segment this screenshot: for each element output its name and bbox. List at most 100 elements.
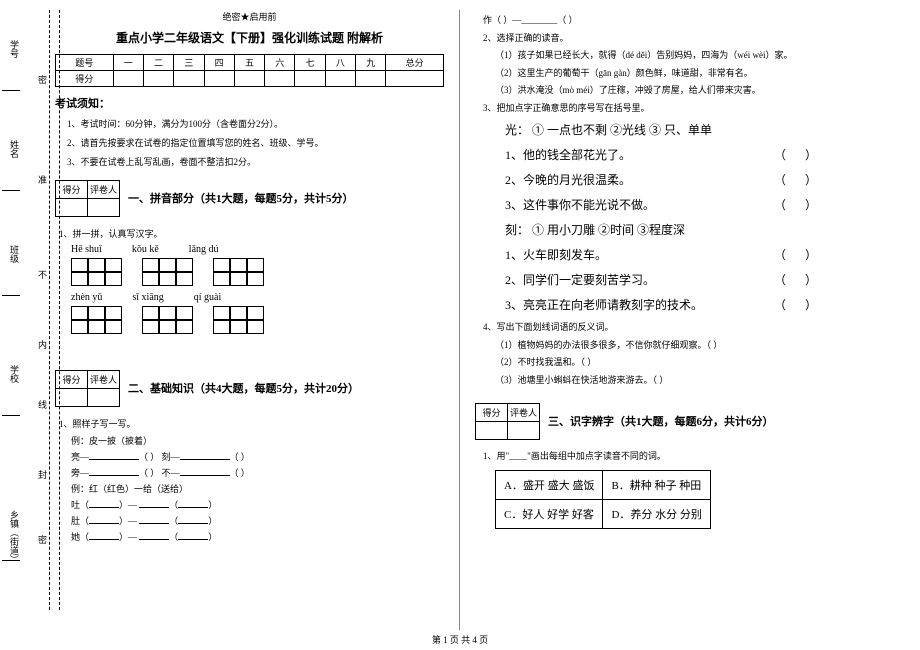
mini-head-score: 得分 xyxy=(476,404,508,422)
char-question: 2、今晚的月光很温柔。（ ） xyxy=(505,171,865,188)
score-header: 六 xyxy=(265,55,295,71)
page-footer: 第 1 页 共 4 页 xyxy=(0,633,920,646)
pinyin-item: lǎng dú xyxy=(189,244,219,255)
pinyin-item: kǒu kě xyxy=(132,244,159,255)
char-question: 1、他的钱全部花光了。（ ） xyxy=(505,146,865,163)
example-line: 吐（）— （） xyxy=(71,498,444,511)
example-line: 肚（）— （） xyxy=(71,514,444,527)
section-1-title: 一、拼音部分（共1大题，每题5分，共计5分） xyxy=(128,190,354,206)
char-grid xyxy=(71,306,122,334)
score-box-2: 得分评卷人 xyxy=(55,370,120,407)
score-box-1: 得分评卷人 xyxy=(55,180,120,217)
right-column: 作（ ）—________（ ） 2、选择正确的读音。 （1）孩子如果已经长大，… xyxy=(460,10,880,630)
margin-inner-label: 密 xyxy=(36,75,49,84)
q4-item: （1）植物妈妈的办法很多很多，不信你就仔细观察。（ ） xyxy=(495,339,865,353)
page-content: 绝密★启用前 重点小学二年级语文【下册】强化训练试题 附解析 题号一二三四五六七… xyxy=(0,0,920,630)
pinyin-item: sī xiāng xyxy=(132,292,163,303)
score-cell xyxy=(174,71,204,87)
char-grid xyxy=(142,306,193,334)
word-cell: D．养分 水分 分别 xyxy=(603,499,710,528)
q3-1: 1、用"____"画出每组中加点字读音不同的词。 xyxy=(483,450,865,464)
margin-inner-label: 封 xyxy=(36,470,49,479)
mini-head-score: 得分 xyxy=(56,181,88,199)
score-cell xyxy=(295,71,325,87)
q2-item: （1）孩子如果已经长大，就得（dé děi）告别妈妈，四海为（wéi wèi）家… xyxy=(495,49,865,63)
ke-heading: 刻： ① 用小刀雕 ②时间 ③程度深 xyxy=(505,221,865,238)
word-cell: B．耕种 种子 种田 xyxy=(603,470,710,499)
score-cell xyxy=(265,71,295,87)
margin-inner-label: 密 xyxy=(36,535,49,544)
example-1a: 例：皮一披（披着） xyxy=(71,434,444,447)
margin-inner-label: 不 xyxy=(36,270,49,279)
pinyin-item: zhèn yǔ xyxy=(71,292,102,303)
score-cell xyxy=(204,71,234,87)
score-row-label: 得分 xyxy=(56,71,114,87)
q1-1: 1、拼一拼，认真写汉字。 xyxy=(59,227,444,240)
score-box-3: 得分评卷人 xyxy=(475,403,540,440)
example-1b: 例：红（红色）一给（送给） xyxy=(71,482,444,495)
score-header: 八 xyxy=(325,55,355,71)
score-header: 七 xyxy=(295,55,325,71)
mini-head-grader: 评卷人 xyxy=(88,181,120,199)
pinyin-item: Hē shuǐ xyxy=(71,244,102,255)
example-line: 亮—（ ） 刻—（ ） xyxy=(71,450,444,463)
margin-label: 学号 xyxy=(8,40,21,58)
notice-item: 3、不要在试卷上乱写乱画，卷面不整洁扣2分。 xyxy=(67,155,444,168)
char-grid xyxy=(213,306,264,334)
pinyin-item: qí guài xyxy=(194,292,222,303)
q2-item: （3）洪水淹没（mò méi）了庄稼，冲毁了房屋，给人们带来灾害。 xyxy=(495,84,865,98)
q2-head: 2、选择正确的读音。 xyxy=(483,32,865,46)
score-header: 四 xyxy=(204,55,234,71)
q3-head: 3、把加点字正确意思的序号写在括号里。 xyxy=(483,102,865,116)
margin-label: 姓名 xyxy=(8,140,21,158)
score-header: 一 xyxy=(113,55,143,71)
zuo-line: 作（ ）—________（ ） xyxy=(483,14,865,28)
margin-label: 班级 xyxy=(8,245,21,263)
mini-head-grader: 评卷人 xyxy=(508,404,540,422)
char-question: 3、亮亮正在向老师请教刻字的技术。（ ） xyxy=(505,296,865,313)
word-cell: C．好人 好学 好客 xyxy=(496,499,603,528)
secret-label: 绝密★启用前 xyxy=(55,10,444,23)
margin-inner-label: 线 xyxy=(36,400,49,409)
guang-heading: 光： ① 一点也不剩 ②光线 ③ 只、单单 xyxy=(505,121,865,138)
example-line: 旁—（ ） 不—（ ） xyxy=(71,466,444,479)
score-header: 五 xyxy=(234,55,264,71)
score-cell xyxy=(113,71,143,87)
margin-inner-label: 内 xyxy=(36,340,49,349)
char-question: 2、同学们一定要刻苦学习。（ ） xyxy=(505,271,865,288)
mini-head-score: 得分 xyxy=(56,371,88,389)
word-cell: A．盛开 盛大 盛饭 xyxy=(496,470,603,499)
notice-item: 2、请首先按要求在试卷的指定位置填写您的姓名、班级、学号。 xyxy=(67,136,444,149)
score-cell xyxy=(325,71,355,87)
score-header: 九 xyxy=(356,55,386,71)
score-header: 题号 xyxy=(56,55,114,71)
q4-item: （3）池塘里小蝌蚪在快活地游来游去。（ ） xyxy=(495,374,865,388)
q2-item: （2）这里生产的葡萄干（gān gàn）颜色鲜，味道甜，非常有名。 xyxy=(495,67,865,81)
notice-heading: 考试须知： xyxy=(55,95,444,111)
char-grid xyxy=(142,258,193,286)
q4-head: 4、写出下面划线词语的反义词。 xyxy=(483,321,865,335)
char-grid xyxy=(71,258,122,286)
margin-inner-label: 准 xyxy=(36,175,49,184)
score-header: 二 xyxy=(143,55,173,71)
word-table: A．盛开 盛大 盛饭B．耕种 种子 种田 C．好人 好学 好客D．养分 水分 分… xyxy=(495,470,711,529)
char-question: 3、这件事你不能光说不做。（ ） xyxy=(505,196,865,213)
margin-label: 乡镇（街道） xyxy=(8,510,21,564)
left-column: 绝密★启用前 重点小学二年级语文【下册】强化训练试题 附解析 题号一二三四五六七… xyxy=(40,10,460,630)
score-cell xyxy=(356,71,386,87)
score-cell xyxy=(143,71,173,87)
example-line: 她（）— （） xyxy=(71,530,444,543)
score-cell xyxy=(234,71,264,87)
score-header: 总分 xyxy=(386,55,444,71)
char-grid xyxy=(213,258,264,286)
char-question: 1、火车即刻发车。（ ） xyxy=(505,246,865,263)
mini-head-grader: 评卷人 xyxy=(88,371,120,389)
score-table: 题号一二三四五六七八九总分 得分 xyxy=(55,54,444,87)
section-2-title: 二、基础知识（共4大题，每题5分，共计20分） xyxy=(128,380,359,396)
section-3-title: 三、识字辨字（共1大题，每题6分，共计6分） xyxy=(548,413,774,429)
notice-item: 1、考试时间：60分钟，满分为100分（含卷面分2分）。 xyxy=(67,117,444,130)
margin-label: 学校 xyxy=(8,365,21,383)
score-header: 三 xyxy=(174,55,204,71)
q4-item: （2）不时找我温和。（ ） xyxy=(495,356,865,370)
exam-title: 重点小学二年级语文【下册】强化训练试题 附解析 xyxy=(55,29,444,46)
